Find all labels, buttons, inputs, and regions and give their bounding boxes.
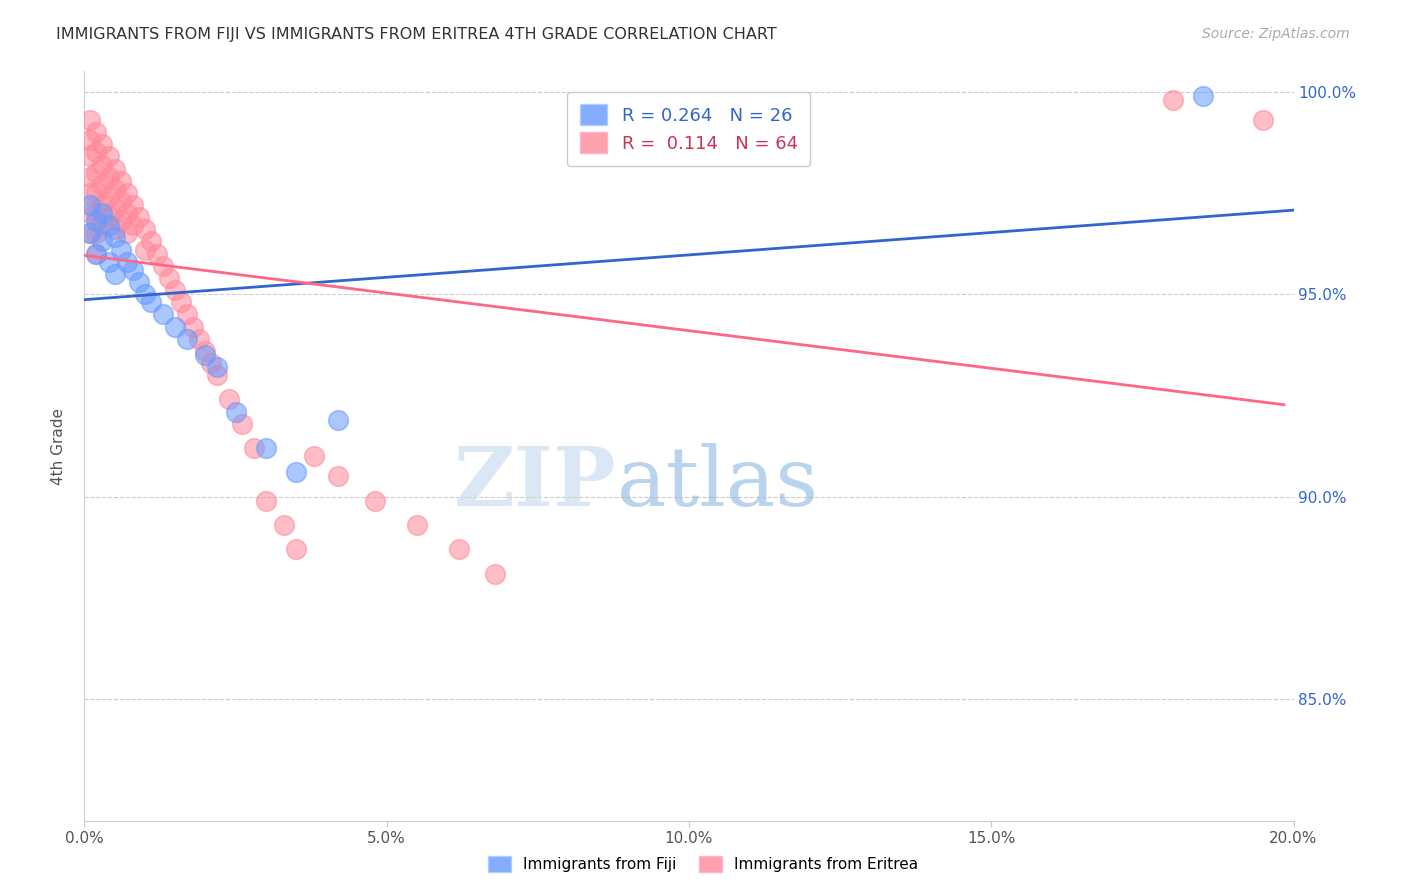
- Point: [134, 287, 156, 301]
- Point: [1253, 112, 1275, 127]
- Point: [115, 254, 138, 268]
- Point: [139, 295, 162, 310]
- Point: [170, 295, 193, 310]
- Point: [86, 206, 108, 220]
- Point: [181, 319, 204, 334]
- Point: [97, 210, 120, 224]
- Point: [254, 441, 277, 455]
- Point: [91, 137, 114, 152]
- Point: [484, 566, 506, 581]
- Point: [79, 169, 101, 184]
- Point: [79, 198, 101, 212]
- Point: [1192, 88, 1215, 103]
- Legend: Immigrants from Fiji, Immigrants from Eritrea: Immigrants from Fiji, Immigrants from Er…: [479, 848, 927, 880]
- Point: [328, 412, 350, 426]
- Point: [86, 145, 108, 160]
- Point: [165, 283, 187, 297]
- Point: [97, 254, 120, 268]
- Point: [207, 368, 229, 383]
- Point: [207, 359, 229, 374]
- Point: [121, 198, 143, 212]
- Point: [231, 417, 253, 431]
- Point: [152, 307, 174, 321]
- Point: [302, 449, 325, 463]
- Point: [194, 348, 217, 362]
- Point: [97, 190, 120, 204]
- Point: [97, 149, 120, 163]
- Point: [79, 227, 101, 241]
- Point: [121, 219, 143, 233]
- Point: [152, 259, 174, 273]
- Point: [86, 186, 108, 200]
- Point: [128, 210, 150, 224]
- Point: [176, 332, 198, 346]
- Point: [104, 230, 127, 244]
- Point: [91, 178, 114, 192]
- Text: ZIP: ZIP: [454, 443, 616, 524]
- Point: [104, 267, 127, 281]
- Point: [134, 243, 156, 257]
- Point: [91, 157, 114, 171]
- Point: [86, 125, 108, 139]
- Point: [110, 214, 132, 228]
- Point: [86, 227, 108, 241]
- Point: [285, 542, 308, 557]
- Point: [86, 246, 108, 260]
- Point: [146, 246, 169, 260]
- Point: [91, 198, 114, 212]
- Point: [363, 493, 385, 508]
- Point: [110, 194, 132, 208]
- Text: Source: ZipAtlas.com: Source: ZipAtlas.com: [1202, 27, 1350, 41]
- Point: [97, 219, 120, 233]
- Text: atlas: atlas: [616, 443, 818, 524]
- Point: [242, 441, 264, 455]
- Point: [91, 235, 114, 249]
- Point: [449, 542, 471, 557]
- Point: [139, 235, 162, 249]
- Point: [86, 246, 108, 260]
- Point: [104, 161, 127, 176]
- Point: [218, 392, 240, 407]
- Point: [91, 219, 114, 233]
- Point: [188, 332, 211, 346]
- Point: [273, 518, 295, 533]
- Point: [254, 493, 277, 508]
- Point: [110, 174, 132, 188]
- Point: [1161, 93, 1184, 107]
- Point: [115, 227, 138, 241]
- Point: [97, 169, 120, 184]
- Point: [406, 518, 429, 533]
- Point: [176, 307, 198, 321]
- Point: [285, 466, 308, 480]
- Point: [86, 166, 108, 180]
- Point: [79, 149, 101, 163]
- Point: [79, 112, 101, 127]
- Point: [128, 275, 150, 289]
- Point: [86, 214, 108, 228]
- Point: [165, 319, 187, 334]
- Point: [194, 343, 217, 358]
- Point: [115, 186, 138, 200]
- Point: [104, 202, 127, 216]
- Point: [134, 222, 156, 236]
- Point: [79, 186, 101, 200]
- Point: [79, 133, 101, 147]
- Point: [225, 404, 247, 418]
- Point: [104, 222, 127, 236]
- Point: [115, 206, 138, 220]
- Point: [79, 206, 101, 220]
- Point: [157, 271, 180, 285]
- Point: [110, 243, 132, 257]
- Point: [200, 356, 222, 370]
- Point: [121, 262, 143, 277]
- Point: [79, 227, 101, 241]
- Point: [328, 469, 350, 483]
- Text: IMMIGRANTS FROM FIJI VS IMMIGRANTS FROM ERITREA 4TH GRADE CORRELATION CHART: IMMIGRANTS FROM FIJI VS IMMIGRANTS FROM …: [56, 27, 778, 42]
- Y-axis label: 4th Grade: 4th Grade: [51, 408, 66, 484]
- Point: [91, 206, 114, 220]
- Legend: R = 0.264   N = 26, R =  0.114   N = 64: R = 0.264 N = 26, R = 0.114 N = 64: [568, 92, 810, 166]
- Point: [104, 182, 127, 196]
